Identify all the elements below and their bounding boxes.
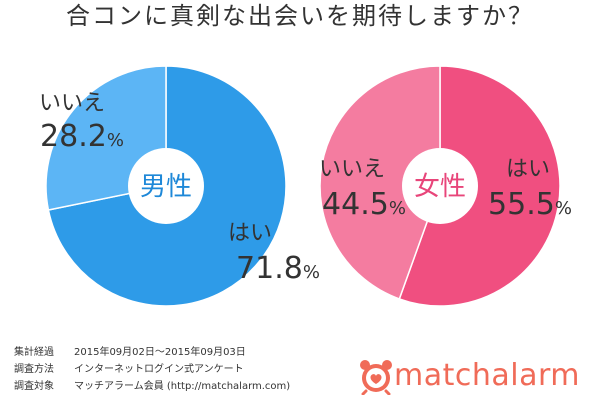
survey-target-row: 調査対象 マッチアラーム会員 (http://matchalarm.com)	[14, 378, 290, 395]
survey-method-value: インターネットログイン式アンケート	[74, 364, 244, 375]
pie-center-label-1: 男性	[140, 172, 192, 202]
pie-center-2	[402, 148, 478, 224]
slice-value-1-2: 28.2%	[40, 119, 124, 154]
logo-text: matchalarm	[394, 358, 581, 393]
survey-info: 集計経過 2015年09月02日～2015年09月03日 調査方法 インターネッ…	[14, 344, 290, 395]
slice-label-1-1: はい	[228, 221, 272, 246]
matchalarm-logo: matchalarm	[358, 356, 580, 396]
pie-slice-2-1	[398, 65, 561, 307]
slice-value-2-1: 55.5%	[488, 187, 572, 222]
slice-label-1-2: いいえ	[39, 91, 105, 116]
pie-chart-2: 女性 はい 55.5% いいえ 44.5%	[319, 65, 572, 307]
slice-value-2-2: 44.5%	[322, 187, 406, 222]
slice-value-1-1: 71.8%	[236, 251, 320, 286]
pie-center-1	[128, 148, 204, 224]
alarm-clock-icon	[360, 360, 392, 395]
slice-label-2-1: はい	[506, 157, 550, 182]
survey-target-key: 調査対象	[14, 381, 54, 392]
pie-slice-2-2	[319, 65, 441, 300]
slice-label-2-2: いいえ	[319, 157, 385, 182]
survey-method-key: 調査方法	[14, 364, 54, 375]
survey-period-value: 2015年09月02日～2015年09月03日	[74, 347, 246, 358]
pie-center-label-2: 女性	[414, 172, 466, 202]
survey-target-value: マッチアラーム会員 (http://matchalarm.com)	[74, 381, 291, 392]
survey-method-row: 調査方法 インターネットログイン式アンケート	[14, 361, 290, 378]
survey-period-key: 集計経過	[14, 347, 54, 358]
chart-title: 合コンに真剣な出会いを期待しますか？	[66, 2, 534, 30]
survey-period-row: 集計経過 2015年09月02日～2015年09月03日	[14, 344, 290, 361]
